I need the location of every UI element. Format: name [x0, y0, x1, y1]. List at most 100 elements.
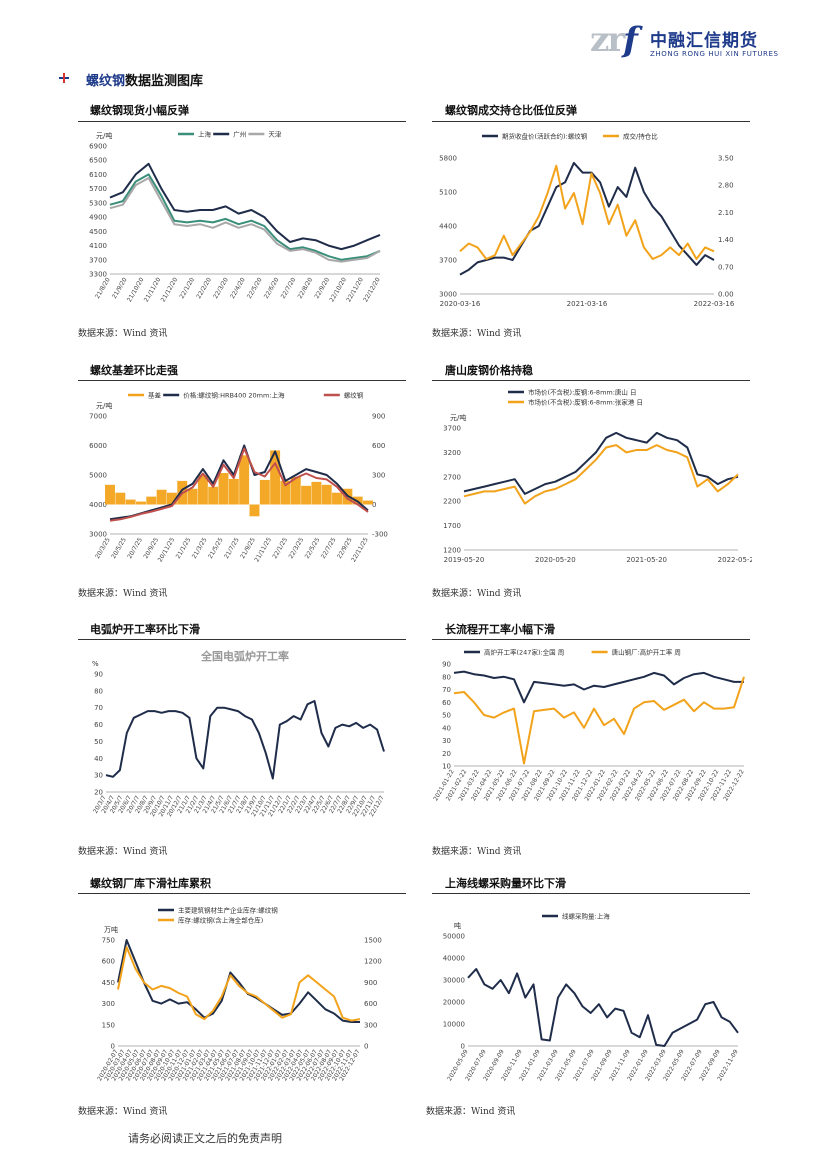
y-tick-label: 40 — [442, 724, 451, 732]
x-tick-label: 22/2/20 — [195, 276, 213, 300]
x-tick-label: 21/9/20 — [111, 276, 129, 300]
legend-label: 基差 — [148, 391, 162, 400]
panel-caption-7: 螺纹钢厂库下滑社库累积 — [90, 877, 211, 890]
y-tick-label: 0 — [111, 1043, 115, 1051]
series-line-1 — [467, 968, 739, 1047]
legend-label: 天津 — [268, 131, 282, 139]
series-line-2 — [459, 164, 715, 260]
legend-label: 高炉开工率(247家):全国 周 — [484, 648, 564, 657]
basis-bar — [301, 485, 312, 505]
series-line-1 — [109, 173, 381, 261]
x-tick-label: 2021-03-16 — [567, 300, 608, 308]
company-logo: zrf 中融汇信期货 ZHONG RONG HUI XIN FUTURES — [590, 18, 780, 68]
y-tick-label: 30 — [442, 737, 451, 745]
panel-caption-1: 螺纹钢现货小幅反弹 — [90, 104, 189, 117]
y-tick-label: 1700 — [443, 522, 461, 530]
y-tick-label: 30 — [94, 772, 103, 780]
x-tick-label: 22/7/20 — [280, 276, 298, 300]
y-tick-label: 4400 — [439, 223, 457, 231]
legend-label: 成交/持仓比 — [623, 132, 658, 141]
y2-tick-label: 300 — [364, 1021, 377, 1029]
x-tick-label: 2020-05-20 — [535, 556, 576, 564]
y-tick-label: 60 — [94, 721, 103, 729]
legend-label: 线螺采购量:上海 — [562, 912, 610, 921]
y-tick-label: 5300 — [89, 199, 107, 207]
basis-bar — [187, 488, 198, 505]
y-tick-label: 6500 — [89, 157, 107, 165]
y2-tick-label: 0 — [372, 501, 376, 509]
y-tick-label: 3700 — [439, 257, 457, 265]
y-tick-label: 80 — [94, 687, 103, 695]
series-line-1 — [459, 161, 715, 276]
y-tick-label: 2200 — [443, 498, 461, 506]
y-tick-label: 20 — [442, 750, 451, 758]
basis-bar — [270, 450, 281, 505]
y-tick-label: 40 — [94, 755, 103, 763]
basis-bar — [228, 478, 239, 505]
y-tick-label: 4100 — [89, 242, 107, 250]
disclaimer-footer: 请务必阅读正文之后的免责声明 — [128, 1132, 282, 1145]
legend-label: 价格:螺纹钢:HRB400 20mm:上海 — [183, 391, 285, 400]
x-tick-label: 2022-05-20 — [718, 556, 752, 564]
y-tick-label: 7000 — [89, 413, 107, 421]
x-tick-label: 2019-05-20 — [444, 556, 485, 564]
x-tick-label: 21/8/20 — [94, 276, 112, 300]
legend-label: 主要建筑钢材生产企业库存:螺纹钢 — [178, 906, 278, 915]
basis-bar — [280, 480, 291, 505]
basis-bar — [239, 455, 250, 505]
legend-label: 唐山钢厂:高炉开工率 周 — [612, 648, 681, 657]
y2-tick-label: 1.40 — [718, 236, 734, 244]
panel-caption-2: 螺纹钢成交持仓比低位反弹 — [445, 104, 577, 117]
basis-bar — [166, 492, 177, 505]
basis-bar — [125, 499, 136, 505]
chart-title: 全国电弧炉开工率 — [200, 649, 289, 663]
basis-bar — [135, 501, 146, 505]
y2-tick-label: 1500 — [364, 937, 382, 945]
caption-rule — [78, 380, 406, 381]
caption-rule — [78, 639, 406, 640]
y-tick-label: 4500 — [89, 228, 107, 236]
series-line-1 — [453, 670, 744, 704]
y-unit-label: % — [92, 660, 99, 668]
chart-shanghai-rebar-purchase: 50000400003000020000100000吨2020-05-09202… — [443, 912, 740, 1083]
basis-bar — [259, 479, 270, 505]
x-tick-label: 22/4/20 — [229, 276, 247, 300]
y2-tick-label: 600 — [364, 1000, 377, 1008]
y-tick-label: 300 — [102, 1000, 115, 1008]
chart-eaf-operating-rate: 9080706050403020%20/3/720/4/720/5/720/6/… — [92, 649, 386, 818]
y-tick-label: 6000 — [89, 442, 107, 450]
panel-caption-8: 上海线螺采购量环比下滑 — [445, 877, 566, 890]
source-note-7: 数据来源：Wind 资讯 — [78, 1107, 168, 1117]
chart-rebar-spot-price: 6900 6500 6100 5700 5300 4900 4500 4100 3700 3300… — [89, 130, 382, 304]
y2-tick-label: 0.00 — [718, 291, 734, 299]
basis-bar — [115, 492, 126, 505]
x-tick-label: 22/12/20 — [362, 276, 382, 303]
legend-label: 螺纹钢 — [344, 391, 364, 400]
y-tick-label: 3200 — [443, 449, 461, 457]
y-tick-label: 20 — [94, 789, 103, 797]
section-title: 螺纹钢数据监测图库 — [86, 74, 204, 89]
series-line-2 — [109, 162, 381, 251]
y2-tick-label: 0 — [364, 1043, 368, 1051]
y-tick-label: 5000 — [89, 472, 107, 480]
basis-bar — [208, 486, 219, 505]
caption-rule — [78, 893, 406, 894]
y-tick-label: 70 — [94, 704, 103, 712]
series-line-3 — [109, 447, 369, 522]
basis-bar — [290, 476, 301, 505]
y-tick-label: 40000 — [443, 955, 465, 963]
y-unit-label: 元/吨 — [96, 401, 112, 410]
y-unit-label: 万吨 — [104, 925, 118, 934]
y2-tick-label: 2.10 — [718, 209, 734, 217]
basis-bar — [146, 496, 157, 505]
y-tick-label: 4000 — [89, 501, 107, 509]
y-tick-label: 3000 — [89, 531, 107, 539]
y-tick-label: 90 — [442, 661, 451, 669]
caption-rule — [432, 380, 750, 381]
y2-tick-label: 900 — [372, 413, 385, 421]
panel-caption-5: 电弧炉开工率环比下滑 — [90, 623, 200, 636]
y-tick-label: 450 — [102, 979, 115, 987]
y-tick-label: 1200 — [443, 547, 461, 555]
series-line-3 — [109, 177, 381, 263]
basis-bar — [249, 504, 260, 517]
